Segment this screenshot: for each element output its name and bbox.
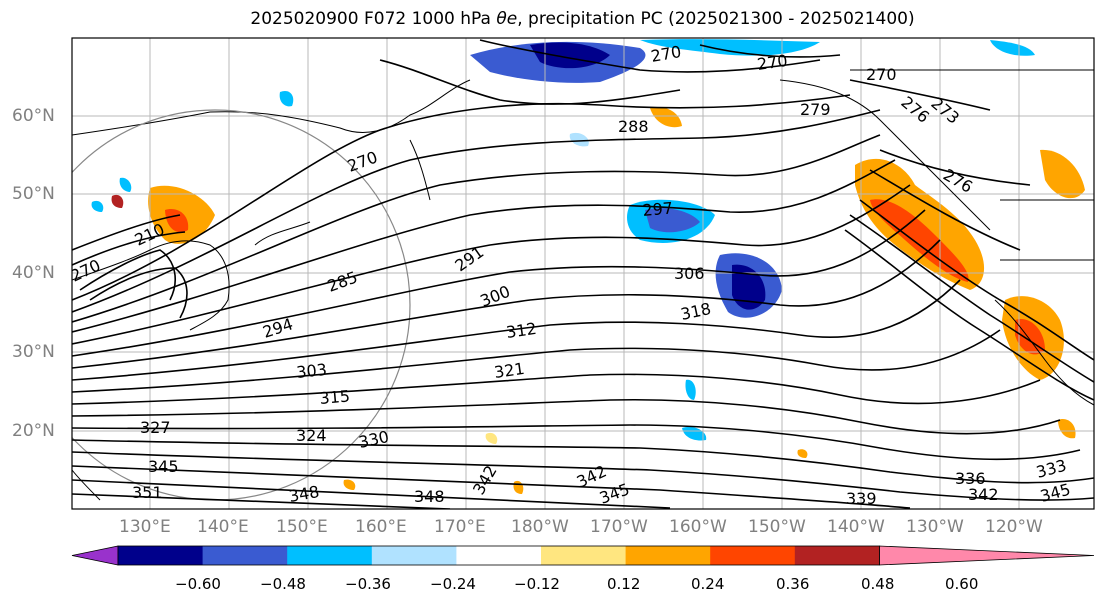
lon-label: 160°W bbox=[669, 517, 727, 537]
lat-label: 60°N bbox=[12, 106, 55, 126]
precip-pos-patch bbox=[1040, 149, 1085, 199]
lon-label: 150°W bbox=[748, 517, 806, 537]
colorbar-extend-left bbox=[71, 545, 119, 566]
precip-neg-patch bbox=[279, 90, 294, 107]
colorbar-tick-label: 0.60 bbox=[945, 575, 979, 593]
contour-label: 351 bbox=[132, 483, 163, 502]
map-plot-area: 270 270 270 276 276 273 279 288 297 291 … bbox=[72, 38, 1094, 509]
coastlines bbox=[72, 69, 1094, 501]
map-title: 2025020900 F072 1000 hPa θe, precipitati… bbox=[0, 9, 1105, 29]
contour-label: 279 bbox=[800, 100, 831, 119]
contour-label: 315 bbox=[319, 386, 351, 408]
lat-label: 30°N bbox=[12, 342, 55, 362]
colorbar-segment bbox=[710, 546, 796, 565]
contour-label: 270 bbox=[866, 65, 897, 84]
colorbar-tick-label: −0.24 bbox=[430, 575, 476, 593]
precip-pos-patch-core bbox=[870, 199, 969, 282]
colorbar-extend-right bbox=[879, 545, 1095, 566]
colorbar-segment bbox=[794, 546, 880, 565]
colorbar-segment bbox=[625, 546, 711, 565]
colorbar-segment bbox=[287, 546, 373, 565]
contour-label: 342 bbox=[968, 485, 999, 504]
title-prefix: 2025020900 F072 1000 hPa bbox=[250, 9, 497, 29]
lon-label: 140°W bbox=[827, 517, 885, 537]
contour-label: 312 bbox=[505, 319, 538, 342]
contour-label: 348 bbox=[414, 487, 445, 506]
colorbar-tick-label: 0.24 bbox=[691, 575, 725, 593]
contour-label: 339 bbox=[846, 489, 877, 508]
lon-label: 130°W bbox=[906, 517, 964, 537]
colorbar-tick-label: −0.48 bbox=[260, 575, 306, 593]
precip-pos-patch bbox=[485, 432, 498, 444]
precip-neg-patch bbox=[640, 39, 820, 56]
colorbar bbox=[71, 545, 1095, 566]
contour-label: 306 bbox=[674, 264, 705, 283]
lon-label: 180°W bbox=[511, 517, 569, 537]
lon-label: 130°E bbox=[119, 517, 171, 537]
precip-neg-patch-core bbox=[732, 264, 766, 310]
contour-label: 321 bbox=[493, 359, 526, 382]
colorbar-frame bbox=[117, 545, 880, 566]
colorbar-tick-label: −0.60 bbox=[175, 575, 221, 593]
lon-label: 170°W bbox=[590, 517, 648, 537]
lon-label: 140°E bbox=[197, 517, 249, 537]
colorbar-segment bbox=[371, 546, 457, 565]
lon-label: 120°W bbox=[985, 517, 1043, 537]
map-frame bbox=[71, 37, 1095, 510]
precip-neg-patch bbox=[685, 379, 696, 400]
colorbar-segment bbox=[202, 546, 288, 565]
contour-lines bbox=[72, 39, 1094, 509]
contour-label: 336 bbox=[955, 469, 986, 488]
lon-label: 170°E bbox=[434, 517, 486, 537]
contour-label: 297 bbox=[642, 198, 674, 220]
contour-label: 288 bbox=[618, 117, 649, 136]
colorbar-tick-label: 0.36 bbox=[776, 575, 810, 593]
precip-neg-patch bbox=[119, 177, 132, 192]
colorbar-tick-label: 0.12 bbox=[607, 575, 641, 593]
contour-label: 345 bbox=[148, 457, 179, 476]
colorbar-segment bbox=[541, 546, 627, 565]
colorbar-segment bbox=[118, 546, 204, 565]
precip-pos-patch bbox=[111, 194, 124, 208]
lat-label: 50°N bbox=[12, 184, 55, 204]
colorbar-segment bbox=[456, 546, 542, 565]
precip-neg-patch-core bbox=[645, 208, 700, 233]
contour-label: 270 bbox=[756, 51, 789, 74]
title-symbol: θe bbox=[496, 9, 518, 29]
precip-pos-patch bbox=[1058, 419, 1076, 439]
precip-pos-patch bbox=[343, 479, 356, 490]
precip-pos-patch bbox=[650, 106, 682, 128]
precip-neg-patch bbox=[990, 40, 1035, 56]
lat-label: 40°N bbox=[12, 263, 55, 283]
precip-neg-patch bbox=[91, 200, 104, 212]
title-suffix: , precipitation PC (2025021300 - 2025021… bbox=[517, 9, 915, 29]
lat-label: 20°N bbox=[12, 421, 55, 441]
precip-neg-patch bbox=[569, 132, 589, 147]
contour-label: 324 bbox=[296, 426, 327, 445]
contour-label: 327 bbox=[140, 418, 171, 437]
precip-neg-patch bbox=[682, 426, 707, 441]
colorbar-tick-label: −0.12 bbox=[514, 575, 560, 593]
colorbar-tick-label: −0.36 bbox=[345, 575, 391, 593]
contour-label: 303 bbox=[295, 360, 327, 382]
precip-pos-patch bbox=[797, 449, 808, 458]
precip-pos-patch-core bbox=[165, 209, 189, 233]
colorbar-tick-label: 0.48 bbox=[861, 575, 895, 593]
lon-label: 160°E bbox=[355, 517, 407, 537]
lon-label: 150°E bbox=[276, 517, 328, 537]
